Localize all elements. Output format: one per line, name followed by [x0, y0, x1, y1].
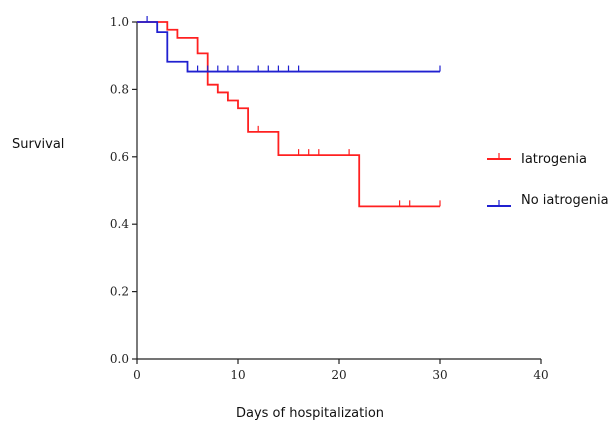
x-tick-label: 10 [230, 368, 245, 382]
y-tick-label: 0.6 [110, 150, 129, 164]
y-tick-label: 0.8 [110, 82, 129, 96]
ticks: 0.0 0.2 0.4 0.6 0.8 1.0 0 10 20 30 40 [110, 15, 549, 382]
axes [136, 22, 541, 360]
x-tick-label: 0 [133, 368, 141, 382]
y-tick-label: 1.0 [110, 15, 129, 29]
legend-item-no-iatrogenia: No iatrogenia [487, 193, 609, 208]
x-tick-label: 30 [432, 368, 447, 382]
legend: Iatrogenia No iatrogenia [487, 152, 609, 208]
y-tick-label: 0.2 [110, 285, 129, 299]
series-line-no-iatrogenia [137, 21, 440, 73]
legend-item-iatrogenia: Iatrogenia [487, 152, 587, 167]
series-group [137, 16, 441, 208]
x-axis-title: Days of hospitalization [236, 406, 384, 421]
series-line-iatrogenia [137, 21, 440, 208]
y-tick-label: 0.0 [110, 352, 129, 366]
x-tick-label: 40 [533, 368, 548, 382]
legend-label-iatrogenia: Iatrogenia [521, 152, 587, 167]
legend-label-no-iatrogenia: No iatrogenia [521, 193, 609, 208]
y-tick-label: 0.4 [110, 217, 129, 231]
x-tick-label: 20 [331, 368, 346, 382]
y-axis-title: Survival [12, 137, 64, 152]
